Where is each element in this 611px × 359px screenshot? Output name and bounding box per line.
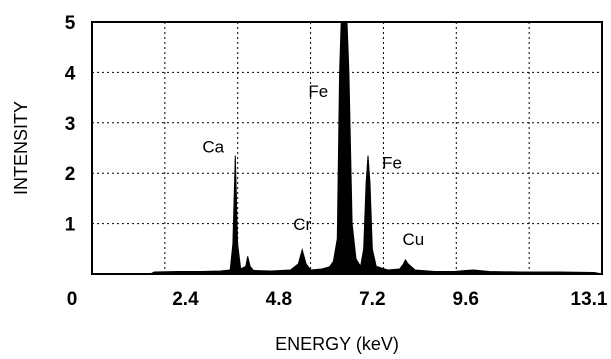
y-axis-title: INTENSITY (11, 101, 31, 195)
x-tick-label: 0 (67, 289, 78, 310)
peak-label: Fe (308, 82, 328, 101)
plot-frame (91, 21, 603, 275)
peak-labels: Ca Fe Fe Cr Cu (202, 82, 424, 249)
x-tick-label: 4.8 (266, 289, 292, 310)
peak-label: Ca (202, 138, 224, 157)
x-tick-label: 7.2 (359, 289, 385, 310)
peak-label: Cr (293, 215, 311, 234)
y-tick-label: 4 (65, 63, 76, 84)
y-tick-label: 2 (65, 164, 76, 185)
y-tick-label: 3 (65, 114, 76, 135)
y-tick-label: 5 (65, 13, 76, 34)
x-tick-label: 2.4 (172, 289, 199, 310)
x-tick-label: 9.6 (453, 289, 479, 310)
y-tick-label: 1 (65, 215, 76, 236)
spectrum-area (92, 21, 603, 275)
peak-label: Cu (403, 230, 425, 249)
x-tick-label: 13.1 (571, 289, 608, 310)
tick-labels: 0 2.4 4.8 7.2 9.6 13.1 1 2 3 4 5 (65, 13, 608, 310)
peak-label: Fe (382, 154, 402, 173)
x-axis-title: ENERGY (keV) (275, 334, 399, 354)
